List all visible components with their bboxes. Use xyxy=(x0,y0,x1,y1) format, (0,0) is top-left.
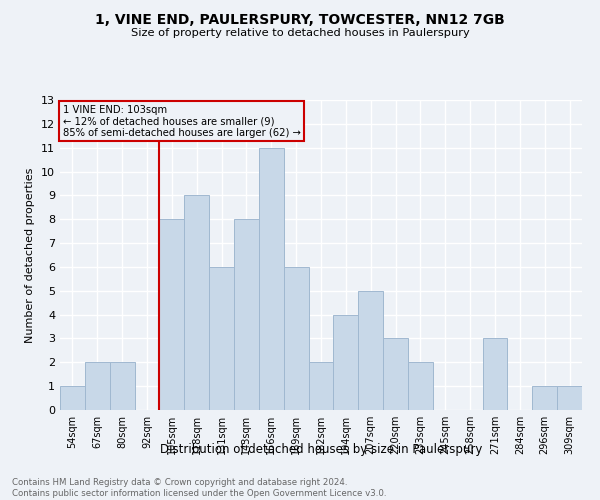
Text: 1, VINE END, PAULERSPURY, TOWCESTER, NN12 7GB: 1, VINE END, PAULERSPURY, TOWCESTER, NN1… xyxy=(95,12,505,26)
Bar xyxy=(284,267,308,410)
Bar xyxy=(482,338,508,410)
Bar xyxy=(234,219,259,410)
Bar xyxy=(259,148,284,410)
Bar xyxy=(408,362,433,410)
Bar xyxy=(383,338,408,410)
Bar xyxy=(60,386,85,410)
Bar xyxy=(334,314,358,410)
Text: 1 VINE END: 103sqm
← 12% of detached houses are smaller (9)
85% of semi-detached: 1 VINE END: 103sqm ← 12% of detached hou… xyxy=(62,104,301,138)
Text: Distribution of detached houses by size in Paulerspury: Distribution of detached houses by size … xyxy=(160,442,482,456)
Bar xyxy=(532,386,557,410)
Text: Size of property relative to detached houses in Paulerspury: Size of property relative to detached ho… xyxy=(131,28,469,38)
Bar xyxy=(85,362,110,410)
Bar xyxy=(184,196,209,410)
Bar xyxy=(110,362,134,410)
Bar xyxy=(160,219,184,410)
Bar xyxy=(358,291,383,410)
Bar xyxy=(209,267,234,410)
Text: Contains HM Land Registry data © Crown copyright and database right 2024.
Contai: Contains HM Land Registry data © Crown c… xyxy=(12,478,386,498)
Bar xyxy=(557,386,582,410)
Bar xyxy=(308,362,334,410)
Y-axis label: Number of detached properties: Number of detached properties xyxy=(25,168,35,342)
